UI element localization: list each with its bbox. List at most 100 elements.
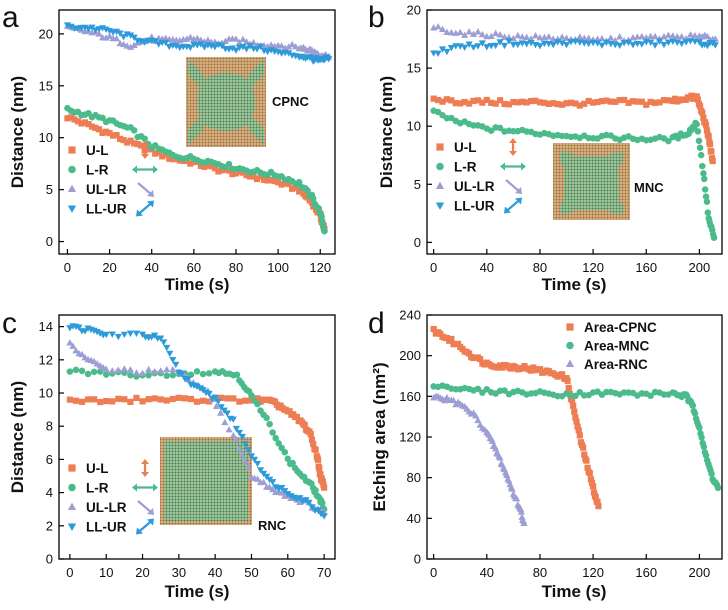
marker-ul-lr: [151, 367, 159, 375]
marker-ul-lr: [278, 42, 286, 49]
marker-u-l: [242, 397, 249, 404]
marker-u-l: [250, 173, 257, 180]
panel-b-letter: b: [368, 1, 385, 34]
marker-area-rnc: [472, 412, 480, 419]
marker-u-l: [218, 167, 226, 174]
marker-ll-ur: [160, 339, 168, 346]
marker-ll-ur: [314, 507, 322, 514]
marker-l-r: [66, 368, 74, 375]
marker-u-l: [501, 100, 508, 108]
marker-ul-lr: [78, 350, 86, 358]
marker-u-l: [699, 109, 706, 116]
y-tick-label: 200: [399, 348, 421, 363]
marker-ll-ur: [232, 425, 240, 433]
marker-u-l: [246, 173, 254, 180]
marker-u-l: [706, 141, 714, 148]
panel-c-frame: [58, 314, 336, 560]
marker-ll-ur: [629, 42, 637, 49]
marker-u-l: [66, 396, 73, 403]
marker-ul-lr: [193, 34, 201, 42]
marker-u-l: [696, 102, 704, 110]
marker-u-l: [199, 397, 207, 404]
y-tick-label: 14: [39, 319, 53, 334]
marker-u-l: [121, 396, 128, 403]
marker-u-l: [483, 96, 490, 104]
marker-u-l: [293, 413, 300, 421]
panel-b-markers: [430, 23, 719, 241]
marker-u-l: [652, 99, 659, 106]
marker-ul-lr: [585, 34, 593, 41]
legend-label: UL-LR: [86, 500, 127, 515]
marker-ll-ur: [549, 41, 557, 49]
marker-u-l: [563, 100, 570, 107]
marker-u-l: [532, 97, 539, 104]
marker-u-l: [103, 397, 110, 405]
panel-b-xlabel: Time (s): [542, 275, 607, 294]
marker-ul-lr: [465, 28, 473, 35]
marker-u-l: [169, 395, 176, 403]
marker-u-l: [232, 170, 240, 177]
panel-d-markers: [430, 325, 722, 527]
marker-u-l: [607, 98, 614, 105]
marker-u-l: [700, 114, 707, 121]
marker-ul-lr: [496, 31, 504, 38]
marker-u-l: [285, 180, 292, 188]
marker-ul-lr: [217, 409, 225, 416]
marker-ul-lr: [616, 33, 624, 40]
legend-label: U-L: [86, 143, 109, 158]
marker-u-l: [594, 98, 601, 106]
marker-area-cpnc: [558, 371, 566, 378]
marker-u-l: [590, 99, 597, 106]
marker-area-cpnc: [576, 432, 583, 439]
marker-ul-lr: [229, 432, 237, 439]
marker-area-mnc: [479, 389, 486, 396]
y-tick-label: 240: [399, 308, 421, 323]
marker-l-r: [704, 209, 712, 216]
marker-u-l: [236, 398, 243, 405]
marker-u-l: [127, 398, 134, 405]
marker-ul-lr: [691, 31, 699, 39]
marker-u-l: [230, 395, 237, 402]
marker-ll-ur: [290, 494, 298, 502]
marker-l-r: [266, 420, 273, 428]
x-tick-label: 80: [533, 260, 547, 275]
marker-ll-ur: [120, 331, 128, 339]
marker-u-l: [88, 123, 96, 130]
marker-u-l: [102, 128, 110, 135]
marker-ll-ur: [247, 453, 256, 460]
marker-u-l: [84, 396, 92, 403]
marker-u-l: [187, 395, 195, 403]
legend-marker-l-r: [68, 483, 76, 492]
marker-u-l: [492, 100, 499, 107]
marker-u-l: [629, 98, 637, 105]
marker-area-cpnc: [586, 470, 593, 477]
marker-ll-ur: [253, 460, 262, 468]
marker-ll-ur: [113, 28, 121, 36]
marker-ll-ur: [272, 484, 280, 491]
marker-l-r: [225, 160, 233, 168]
legend-label: Area-RNC: [584, 357, 648, 372]
x-tick-label: 100: [267, 260, 289, 275]
marker-u-l: [638, 98, 645, 105]
marker-ll-ur: [461, 44, 469, 52]
panel-a-markers: [63, 22, 333, 235]
marker-ll-ur: [232, 47, 240, 54]
marker-area-cpnc: [574, 423, 581, 430]
marker-u-l: [688, 92, 695, 99]
marker-u-l: [576, 102, 583, 109]
marker-ul-lr: [447, 29, 455, 36]
marker-l-r: [309, 195, 317, 202]
y-tick-label: 0: [46, 234, 53, 249]
y-tick-label: 10: [39, 386, 53, 401]
marker-ul-lr: [169, 365, 177, 373]
legend-marker-u-l: [68, 146, 76, 154]
x-tick-label: 0: [430, 565, 437, 580]
legend-arrow-l-r-icon: [500, 162, 526, 171]
marker-ll-ur: [253, 46, 261, 53]
marker-u-l: [541, 99, 548, 106]
marker-ll-ur: [593, 40, 602, 47]
marker-u-l: [585, 97, 592, 105]
marker-u-l: [312, 446, 319, 453]
marker-area-cpnc: [430, 325, 437, 333]
marker-l-r: [710, 234, 718, 241]
